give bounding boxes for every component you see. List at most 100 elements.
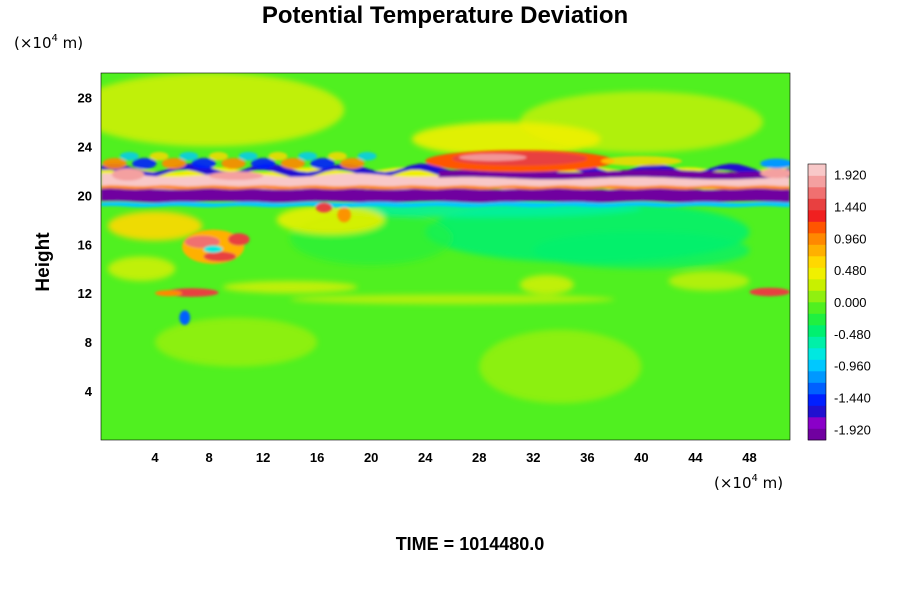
colorbar-tick-label: 0.960 (834, 231, 867, 246)
colorbar-tick-label: 0.000 (834, 295, 867, 310)
heatmap-cell (250, 158, 276, 170)
x-tick-label-28: 28 (472, 450, 486, 465)
colorbar-segment (808, 256, 826, 268)
heatmap-cell (668, 271, 750, 291)
heatmap-cell (340, 158, 365, 170)
y-tick-label-8: 8 (85, 335, 92, 350)
x-tick-label-44: 44 (688, 450, 703, 465)
y-tick-label-4: 4 (85, 384, 93, 399)
heatmap-cell (411, 121, 601, 157)
x-tick-label-8: 8 (205, 450, 212, 465)
heatmap-band (438, 169, 790, 180)
heatmap-plot-area (101, 73, 790, 440)
heatmap-cell (209, 171, 264, 181)
x-tick-label-36: 36 (580, 450, 594, 465)
heatmap-cell (132, 158, 157, 170)
heatmap-cell (111, 168, 145, 181)
colorbar-segment (808, 290, 826, 303)
heatmap-cell (760, 158, 790, 169)
colorbar-tick-label: 1.920 (834, 168, 867, 183)
chart-title: Potential Temperature Deviation (262, 2, 628, 29)
y-tick-label-28: 28 (78, 90, 92, 105)
colorbar-segment (808, 382, 826, 395)
heatmap-cell (327, 151, 347, 161)
heatmap-cell (519, 274, 574, 295)
y-tick-label-12: 12 (78, 286, 92, 301)
heatmap-cell (600, 156, 682, 166)
colorbar-segment (808, 187, 826, 199)
heatmap-cell (107, 211, 203, 241)
time-label: TIME = 1014480.0 (396, 534, 545, 554)
colorbar-tick-label: -0.480 (834, 327, 871, 342)
y-tick-label-24: 24 (78, 139, 93, 154)
x-tick-label-4: 4 (151, 450, 159, 465)
heatmap-cell (155, 290, 183, 297)
heatmap-cell (155, 317, 318, 367)
colorbar-segment (808, 210, 826, 222)
heatmap-cell (179, 151, 199, 161)
y-axis-label: Height (33, 232, 54, 292)
heatmap-cell (222, 280, 358, 294)
y-axis-ticks: 4 8 12 16 20 24 28 (78, 90, 93, 399)
y-axis-unit: (×104 m) (14, 33, 83, 52)
heatmap-cell (221, 158, 246, 170)
plot-frame (100, 72, 791, 441)
heatmap-cell (276, 205, 385, 235)
heatmap-cell (533, 232, 750, 269)
colorbar-segment (808, 164, 826, 176)
heatmap-cell (760, 168, 790, 179)
heatmap-band (101, 185, 790, 190)
colorbar-frame (807, 163, 827, 441)
heatmap-cell (149, 151, 169, 161)
colorbar-segment (808, 371, 826, 383)
colorbar-segment (808, 175, 826, 188)
colorbar-segment (808, 233, 826, 245)
heatmap-cell (280, 158, 305, 170)
heatmap-cell (203, 245, 223, 253)
colorbar-segment (808, 394, 826, 406)
heatmap-cell (337, 207, 351, 223)
heatmap-cell (290, 294, 615, 305)
colorbar-segment (808, 405, 826, 418)
y-tick-label-20: 20 (78, 188, 92, 203)
x-tick-label-16: 16 (310, 450, 324, 465)
heatmap-cell (238, 151, 258, 161)
colorbar-segment (808, 313, 826, 326)
colorbar-segment (808, 359, 826, 372)
x-tick-label-12: 12 (256, 450, 270, 465)
heatmap-cell (119, 151, 139, 161)
colorbar-segment (808, 221, 826, 234)
colorbar-tick-label: 0.480 (834, 263, 867, 278)
heatmap-band (101, 201, 790, 208)
x-tick-label-48: 48 (742, 450, 756, 465)
x-axis-ticks: 4 8 12 16 20 24 28 32 36 40 44 48 (151, 450, 756, 465)
heatmap-cell (310, 158, 335, 170)
heatmap-cell (268, 151, 288, 161)
heatmap-band (101, 187, 790, 204)
heatmap-cell (184, 235, 220, 248)
x-tick-label-20: 20 (364, 450, 378, 465)
colorbar-tick-label: -0.960 (834, 359, 871, 374)
colorbar-segment (808, 417, 826, 429)
colorbar-segment (808, 348, 826, 360)
heatmap-cell (298, 151, 318, 161)
y-tick-label-16: 16 (78, 237, 92, 252)
colorbar-segment (808, 279, 826, 291)
x-tick-label-32: 32 (526, 450, 540, 465)
x-axis-unit: (×104 m) (714, 473, 783, 492)
colorbar-segment (808, 244, 826, 257)
heatmap-cell (179, 310, 191, 326)
colorbar-segment (808, 198, 826, 211)
heatmap-cell (315, 202, 333, 213)
colorbar-segment (808, 336, 826, 349)
heatmap-cell (161, 158, 187, 170)
colorbar-tick-labels: 1.920 1.440 0.960 0.480 0.000 -0.480 -0.960 -1.… (834, 168, 871, 438)
x-tick-label-40: 40 (634, 450, 648, 465)
colorbar (807, 163, 827, 441)
heatmap-cell (191, 158, 216, 170)
heatmap-cell (101, 73, 345, 147)
colorbar-segment (808, 302, 826, 314)
heatmap-cell (479, 329, 642, 404)
x-tick-label-24: 24 (418, 450, 433, 465)
